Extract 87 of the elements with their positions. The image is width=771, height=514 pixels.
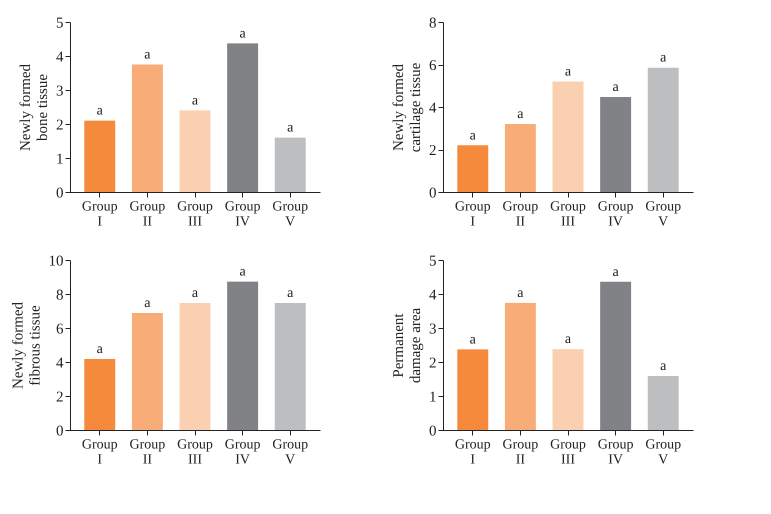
y-tick-label: 5 <box>56 16 64 32</box>
y-tick-label: 4 <box>56 50 64 66</box>
y-axis-title: Newly formed cartilage tissue <box>391 62 424 152</box>
annotation: a <box>96 342 104 357</box>
bar <box>274 303 306 430</box>
annotation: a <box>144 48 152 62</box>
y-tick-label: 5 <box>429 254 436 270</box>
bar <box>227 282 258 430</box>
x-tick-label: Group I <box>82 200 118 230</box>
x-tick-label: Group I <box>82 438 118 468</box>
annotation: a <box>660 50 668 66</box>
x-tick-label: Group I <box>454 438 491 468</box>
x-tick-label: Group V <box>272 438 308 468</box>
annotation: a <box>240 264 247 280</box>
y-tick-label: 10 <box>48 254 64 270</box>
y-tick-label: 0 <box>56 186 64 202</box>
bar <box>132 64 163 192</box>
bar <box>648 68 679 192</box>
bar <box>180 303 210 430</box>
bar <box>84 120 116 192</box>
y-tick-label: 3 <box>429 322 436 338</box>
bar <box>600 97 632 192</box>
x-tick-label: Group II <box>129 438 166 468</box>
annotation: a <box>470 128 477 144</box>
y-axis-title: Permanent damage area <box>391 307 424 384</box>
y-tick-label: 2 <box>56 390 64 406</box>
annotation: a <box>564 64 572 80</box>
bar <box>648 376 679 430</box>
y-tick-label: 2 <box>429 143 436 159</box>
annotation: a <box>564 332 572 348</box>
y-tick-label: 4 <box>429 100 437 116</box>
bar <box>180 110 210 192</box>
x-tick-label: Group III <box>177 200 213 230</box>
bar <box>504 124 536 192</box>
annotation: a <box>517 286 524 301</box>
y-tick-label: 8 <box>429 16 436 32</box>
y-tick-label: 6 <box>56 322 64 338</box>
annotation: a <box>144 296 152 312</box>
annotation: a <box>517 107 524 122</box>
y-tick-label: 1 <box>429 390 436 406</box>
bar <box>600 282 632 430</box>
x-tick-label: Group V <box>645 438 682 468</box>
y-tick-label: 6 <box>429 58 437 74</box>
annotation: a <box>192 93 199 108</box>
y-tick-label: 4 <box>429 288 437 304</box>
bar <box>227 43 258 192</box>
annotation: a <box>287 120 294 136</box>
x-tick-label: Group II <box>129 200 166 230</box>
bar <box>132 313 163 430</box>
y-tick-label: 0 <box>56 424 64 440</box>
annotation: a <box>287 286 294 302</box>
y-tick-label: 2 <box>56 118 64 134</box>
annotation: a <box>612 264 620 280</box>
bar <box>552 82 584 192</box>
bar <box>84 358 116 430</box>
x-tick-label: Group III <box>550 438 586 468</box>
annotation: a <box>192 286 199 302</box>
x-tick-label: Group III <box>550 200 586 230</box>
y-axis-title: Newly formed fibrous tissue <box>10 301 44 390</box>
x-tick-label: Group IV <box>598 438 634 468</box>
x-tick-label: Group II <box>502 200 538 230</box>
x-tick-label: Group I <box>454 200 491 230</box>
y-tick-label: 1 <box>56 152 64 168</box>
x-tick-label: Group II <box>502 438 538 468</box>
x-tick-label: Group IV <box>224 438 261 468</box>
annotation: a <box>612 80 620 96</box>
annotation: a <box>660 358 668 374</box>
x-tick-label: Group III <box>177 438 213 468</box>
bar <box>457 145 488 192</box>
bar <box>552 349 584 430</box>
y-tick-label: 8 <box>56 288 64 304</box>
y-tick-label: 0 <box>429 424 436 440</box>
annotation: a <box>470 332 477 348</box>
x-tick-label: Group V <box>645 200 682 230</box>
x-tick-label: Group IV <box>224 200 261 230</box>
y-axis-title: Newly formed bone tissue <box>18 63 51 152</box>
x-tick-label: Group IV <box>598 200 634 230</box>
y-tick-label: 2 <box>429 356 436 372</box>
y-tick-label: 4 <box>56 356 64 372</box>
annotation: a <box>96 104 104 119</box>
bar <box>457 349 488 430</box>
y-tick-label: 3 <box>56 84 64 100</box>
bar <box>274 138 306 192</box>
x-tick-label: Group V <box>272 200 308 230</box>
y-tick-label: 0 <box>429 186 436 202</box>
annotation: a <box>240 26 247 42</box>
bar <box>504 302 536 430</box>
